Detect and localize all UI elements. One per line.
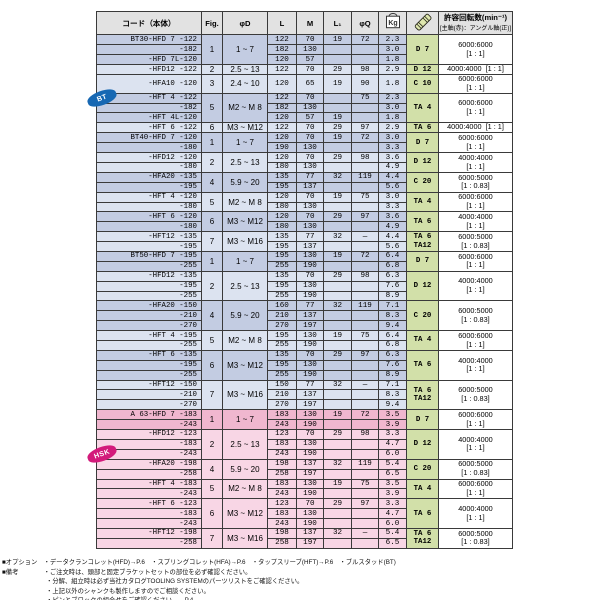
svg-text:Kg: Kg <box>388 20 397 27</box>
